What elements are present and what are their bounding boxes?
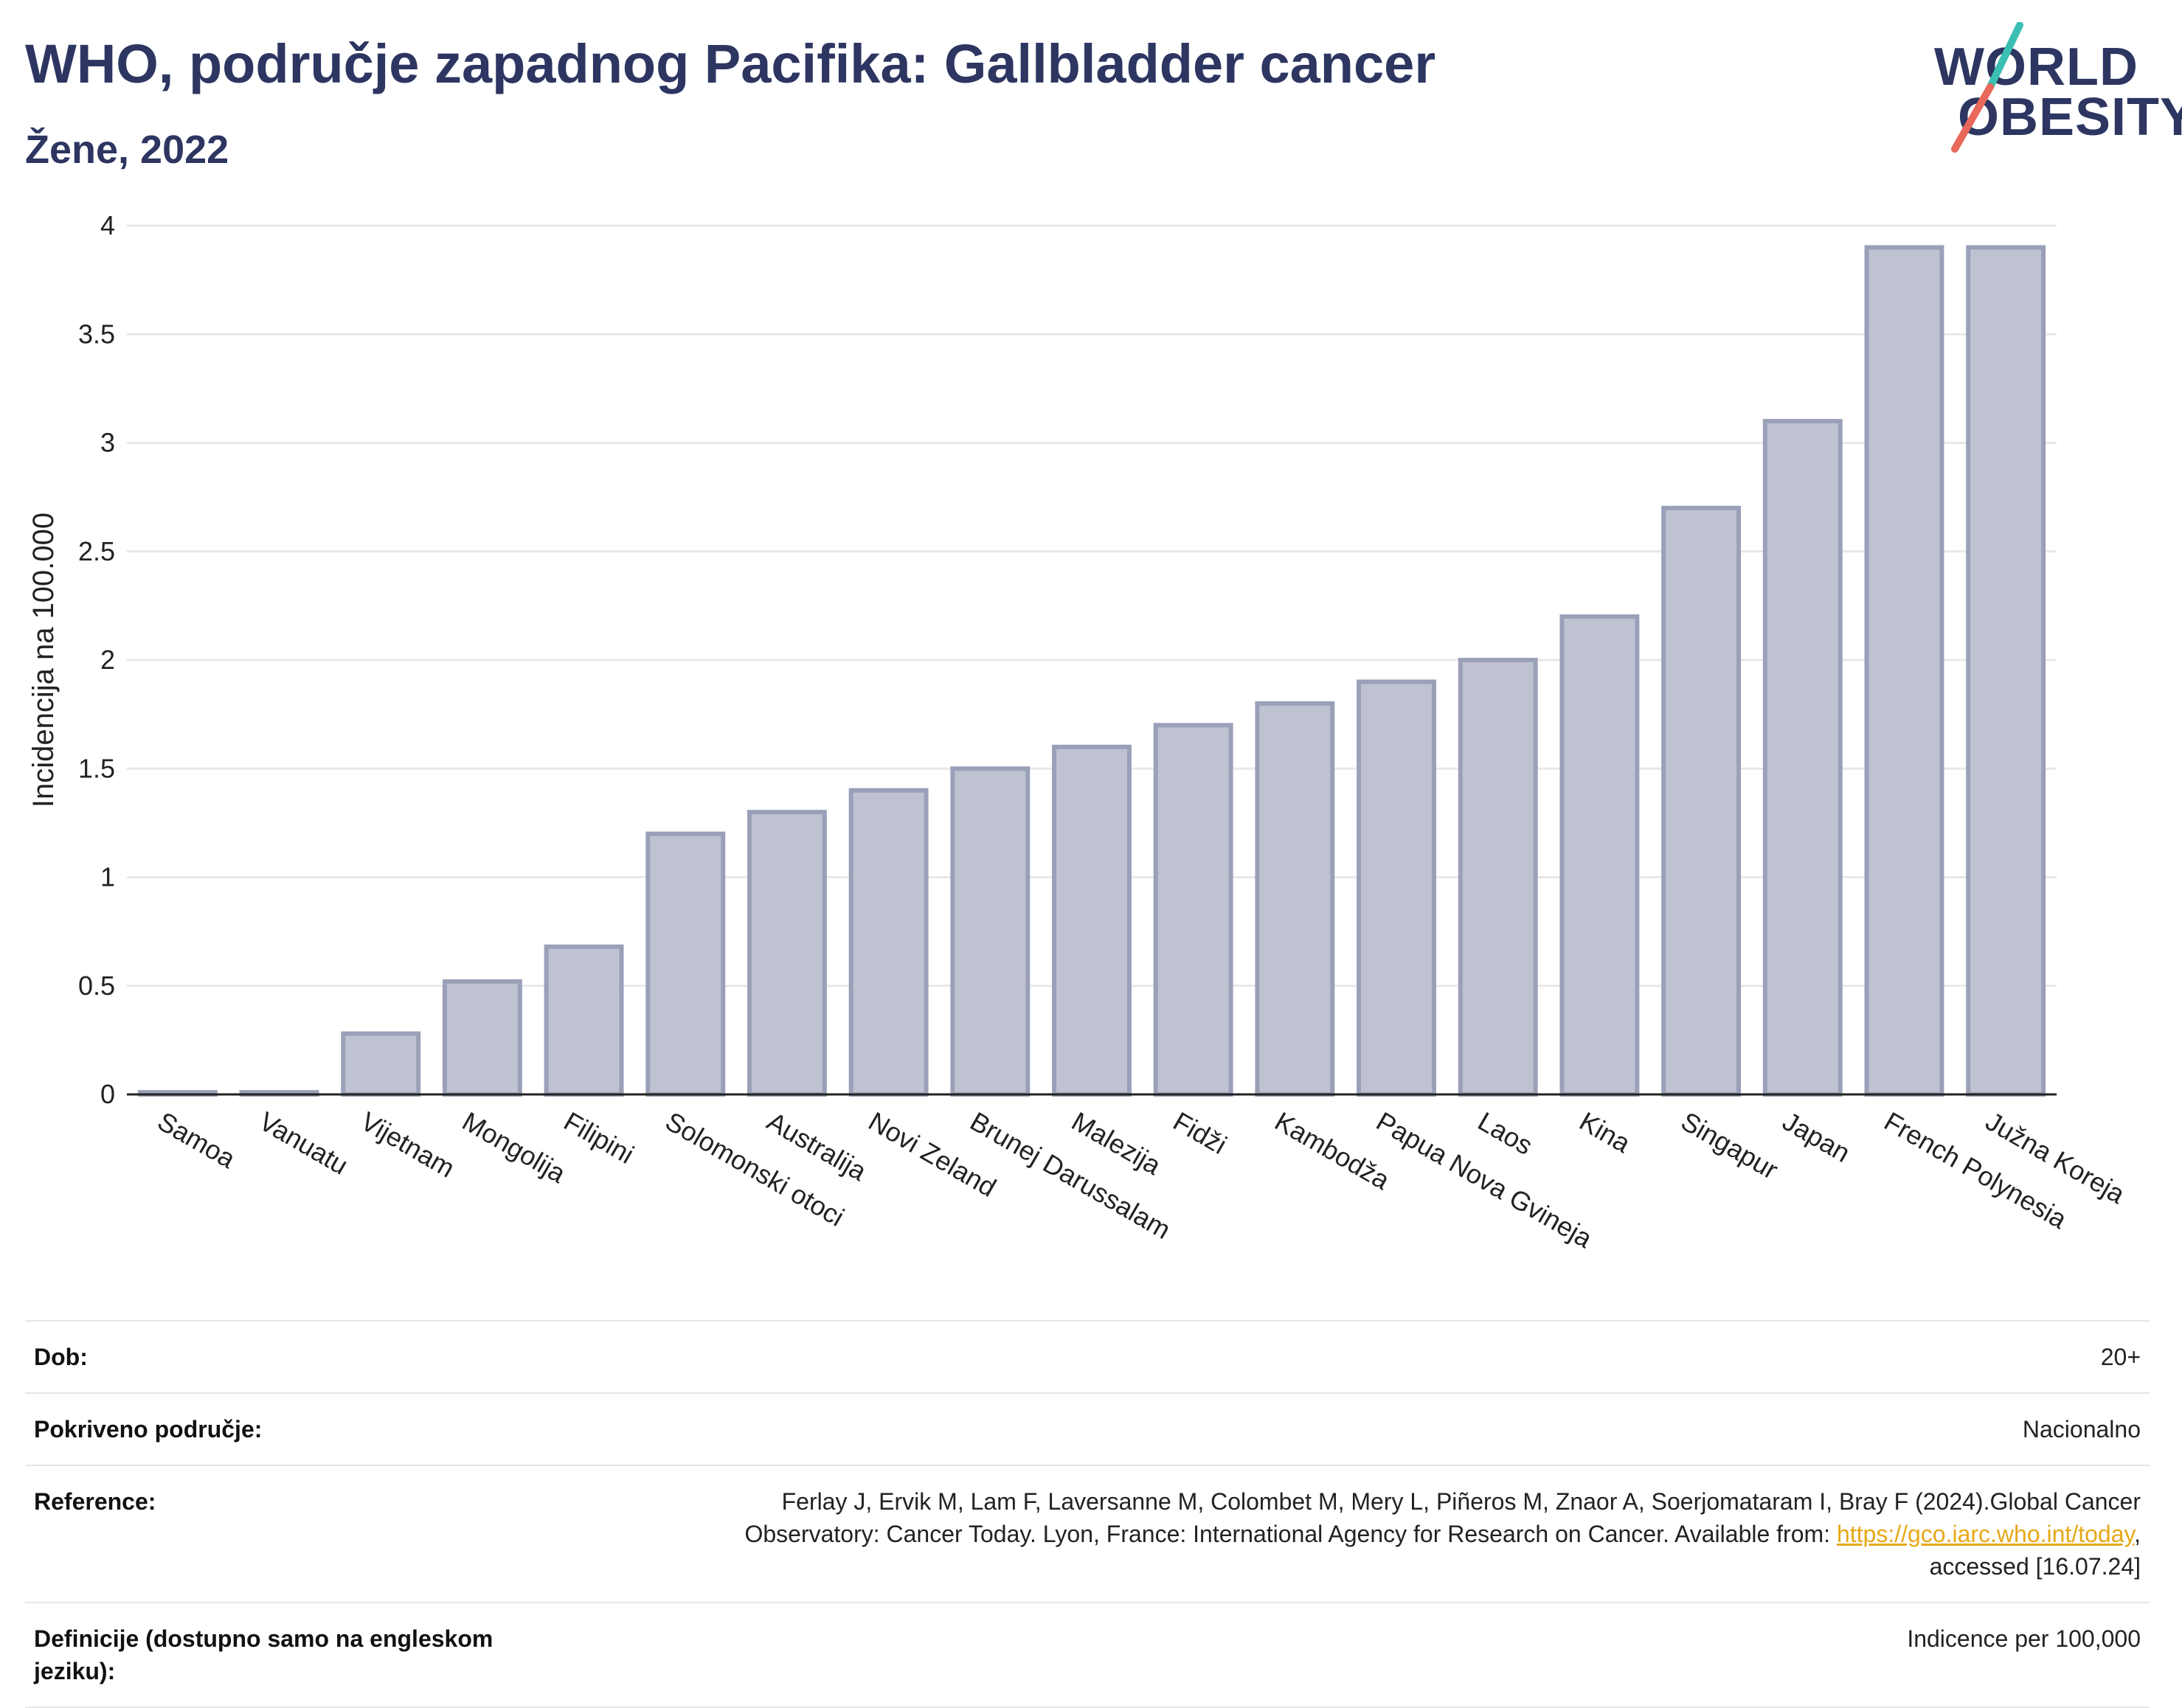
bar xyxy=(1661,505,1742,1097)
x-tick-label: Japan xyxy=(1778,1105,1855,1168)
info-row-coverage: Pokriveno područje: Nacionalno xyxy=(25,1392,2150,1465)
reference-text-4: accessed [16.07.24] xyxy=(1929,1553,2141,1580)
info-table: Dob: 20+ Pokriveno područje: Nacionalno … xyxy=(25,1320,2150,1708)
reference-text-1: Ferlay J, Ervik M, Lam F, Laversanne M, … xyxy=(781,1488,2141,1515)
x-tick-label: Vijetnam xyxy=(356,1105,460,1183)
y-tick-label: 2.5 xyxy=(78,536,115,566)
bar xyxy=(1153,723,1233,1097)
y-axis-label: Incidencija na 100.000 xyxy=(27,513,60,808)
info-row-definitions: Definicije (dostupno samo na engleskom j… xyxy=(25,1602,2150,1708)
reference-label: Reference: xyxy=(34,1488,156,1515)
bar xyxy=(1762,419,1843,1097)
bar xyxy=(848,788,929,1097)
x-tick-label: Vanuatu xyxy=(254,1105,353,1180)
x-tick-label: Kambodža xyxy=(1270,1105,1395,1195)
y-tick-label: 0 xyxy=(100,1079,115,1109)
bar xyxy=(442,979,522,1097)
bar xyxy=(1052,744,1132,1097)
bar-chart: 0 0.5 1 1.5 2 2.5 3 3.5 4 Incidencija na 100.000 S… xyxy=(27,210,2130,1254)
info-row-age: Dob: 20+ xyxy=(25,1320,2150,1392)
x-tick-label: Laos xyxy=(1473,1105,1538,1161)
y-tick-label: 3.5 xyxy=(78,319,115,349)
bar xyxy=(1864,245,1944,1097)
logo-text-obesity: OBESITY xyxy=(1958,88,2182,147)
age-label: Dob: xyxy=(34,1344,88,1370)
bar xyxy=(1966,245,2046,1097)
y-tick-label: 0.5 xyxy=(78,971,115,1001)
world-obesity-logo: WORLD OBESITY xyxy=(1925,22,2182,155)
bar xyxy=(1559,614,1640,1097)
y-tick-label: 2 xyxy=(100,645,115,675)
x-tick-label: Fidži xyxy=(1168,1105,1232,1160)
info-row-reference: Reference: Ferlay J, Ervik M, Lam F, Lav… xyxy=(25,1465,2150,1602)
y-tick-label: 1.5 xyxy=(78,753,115,783)
x-tick-label: Samoa xyxy=(153,1105,241,1174)
y-tick-label: 4 xyxy=(100,210,115,240)
y-tick-label: 3 xyxy=(100,428,115,458)
bar xyxy=(950,766,1031,1097)
x-tick-label: French Polynesia xyxy=(1879,1105,2072,1235)
age-value: 20+ xyxy=(2100,1344,2141,1370)
bar xyxy=(747,810,827,1097)
definitions-value: Indicence per 100,000 xyxy=(1907,1625,2141,1652)
x-tick-label: Filipini xyxy=(559,1105,640,1170)
reference-text-3: , xyxy=(2134,1521,2141,1547)
logo-text-world: WORLD xyxy=(1934,38,2138,97)
bar xyxy=(544,944,624,1097)
page-title: WHO, područje zapadnog Pacifika: Gallbla… xyxy=(25,33,1436,94)
bar xyxy=(645,831,726,1097)
x-tick-label: Kina xyxy=(1574,1105,1636,1159)
page-subtitle: Žene, 2022 xyxy=(25,128,229,172)
x-tick-label: Solomonski otoci xyxy=(660,1105,849,1232)
x-tick-label: Mongolija xyxy=(457,1105,572,1189)
logo-slash-icon xyxy=(1951,22,2023,153)
y-tick-label: 1 xyxy=(100,862,115,892)
coverage-label: Pokriveno područje: xyxy=(34,1416,263,1443)
reference-text-2: Observatory: Cancer Today. Lyon, France:… xyxy=(744,1521,1837,1547)
bar xyxy=(1357,679,1436,1097)
definitions-label: Definicije (dostupno samo na engleskom j… xyxy=(34,1625,493,1684)
coverage-value: Nacionalno xyxy=(2022,1416,2141,1443)
reference-link[interactable]: https://gco.iarc.who.int/today xyxy=(1836,1521,2135,1547)
bar xyxy=(341,1031,421,1097)
bar xyxy=(1458,658,1538,1097)
x-tick-label: Singapur xyxy=(1676,1105,1783,1185)
reference-value: Ferlay J, Ervik M, Lam F, Laversanne M, … xyxy=(592,1485,2141,1583)
bar xyxy=(1255,701,1335,1097)
